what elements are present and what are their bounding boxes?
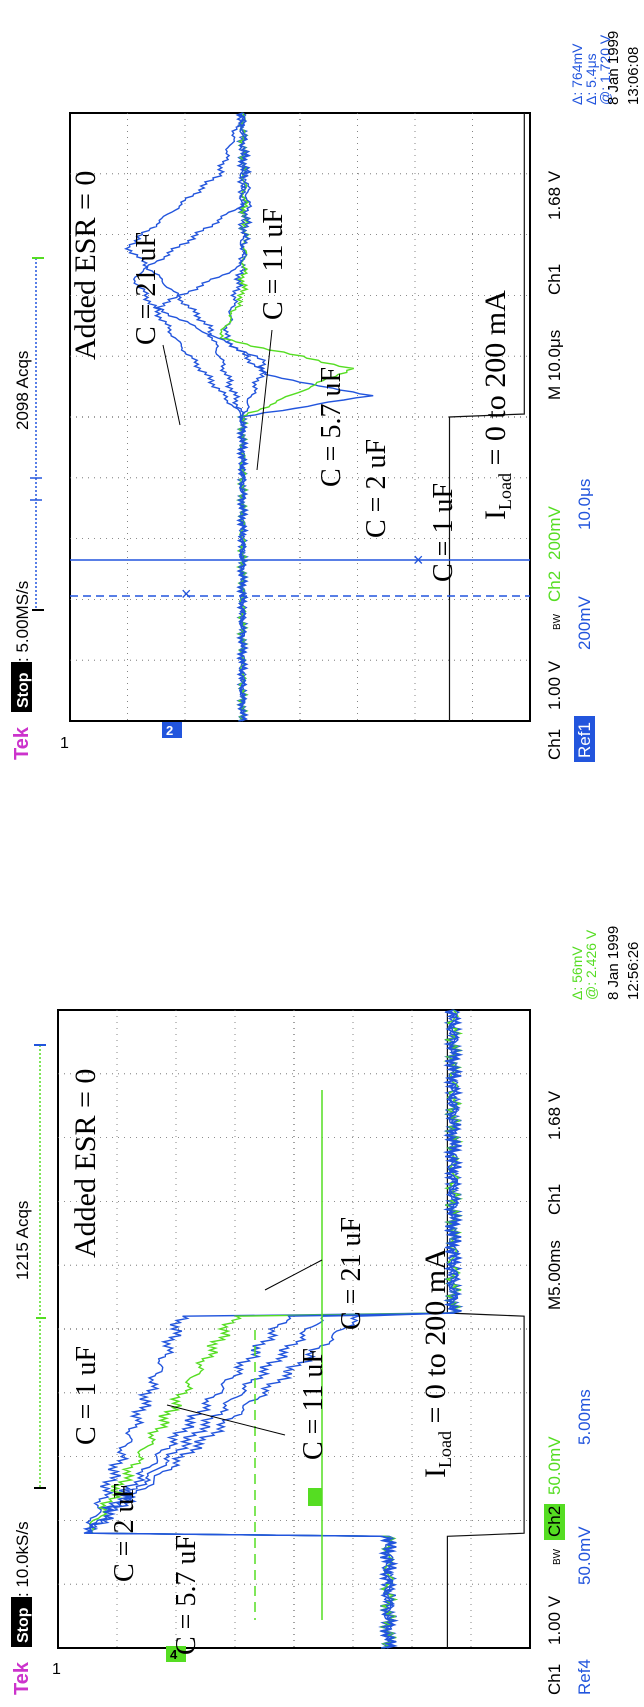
scope-top-date: 8 Jan 1999 xyxy=(605,31,622,105)
scope-bottom-ref-marker-label: 4 xyxy=(170,1647,178,1662)
scope-top-c57-label: C = 5.7 uF xyxy=(316,367,347,487)
trace-c-21-uf xyxy=(123,112,249,722)
scope-bottom-c11-label: C = 11 uF xyxy=(298,1348,329,1460)
scope-bottom-brand: Tek xyxy=(11,1661,33,1695)
scope-bottom-annotations: Added ESR = 0 C = 1 uF C = 2 uF C = 5.7 … xyxy=(69,1069,455,1655)
scope-top-esr-label: Added ESR = 0 xyxy=(69,171,102,360)
scope-top-c2-label: C = 2 uF xyxy=(361,439,392,538)
scope-top-ch2-scale: 200mV xyxy=(545,505,564,560)
scope-bottom-ch2-badge xyxy=(544,1504,565,1540)
trace-ch1 xyxy=(446,1010,525,1648)
scope-top-cursor-mark-1: × xyxy=(181,584,192,604)
scope-top-ground-marker: 1 xyxy=(60,735,69,752)
scope-bottom-ref-marker xyxy=(166,1646,186,1662)
scope-top-readout-2: Δ: 5.4μs xyxy=(583,53,599,105)
scope-bottom-cursor-readout: Δ: 56mV @: 2.426 V xyxy=(569,929,599,1000)
scope-top-state-badge xyxy=(11,662,32,712)
scope-bottom-timestamp: 8 Jan 1999 12:56:26 xyxy=(605,926,642,1000)
scope-bottom-grid xyxy=(58,1010,530,1648)
scope-bottom-ground-marker: 1 xyxy=(52,1661,61,1678)
scope-top-c1-label: C = 1 uF xyxy=(428,483,459,582)
scope-bottom-ch1-label: Ch1 xyxy=(545,1664,564,1695)
scope-bottom-ch2-ground xyxy=(308,1488,322,1506)
scope-top-cursor-mark-2: × xyxy=(413,550,424,570)
scope-top-ch2-label: Ch2 xyxy=(545,571,564,602)
scope-top-ref-scale: 200mV xyxy=(575,595,594,650)
scope-bottom-ref-row: Ref4 50.0mV 5.00ms xyxy=(575,1389,594,1695)
scope-top-c11-leader xyxy=(256,329,273,471)
scope-top-trigger-bracket xyxy=(30,257,44,611)
scope-top-ref-marker-label: 2 xyxy=(166,723,173,738)
scope-top: Tek Stop : 5.00MS/s 2098 Acqs × × 2 1 Ad… xyxy=(11,31,642,762)
scope-top-brand: Tek xyxy=(11,726,33,760)
scope-bottom-trigger-level: 1.68 V xyxy=(545,1090,564,1140)
scope-bottom-ref-scale: 50.0mV xyxy=(575,1526,594,1585)
scope-top-traces xyxy=(123,112,525,722)
scope-bottom-ref-time: 5.00ms xyxy=(575,1389,594,1445)
scope-bottom-c1-label: C = 1 uF xyxy=(71,1346,102,1445)
scope-bottom-timebase: M5.00ms xyxy=(545,1240,564,1310)
scope-bottom-c2-label: C = 2 uF xyxy=(109,1483,140,1582)
scope-bottom-c21-leader xyxy=(264,1259,323,1291)
scope-top-state: Stop xyxy=(15,672,32,708)
scope-top-load-label: ILoad = 0 to 200 mA xyxy=(479,290,515,520)
scope-bottom-trigger-src: Ch1 xyxy=(545,1184,564,1215)
scope-top-c21-leader xyxy=(162,344,181,426)
scope-bottom-readout-1: Δ: 56mV xyxy=(569,946,585,1000)
scope-top-trigger-src: Ch1 xyxy=(545,264,564,295)
scope-bottom-c57-label: C = 5.7 uF xyxy=(171,1535,202,1655)
scope-top-ref-row: Ref1 200mV 10.0μs xyxy=(574,479,595,762)
scope-bottom-rate: : 10.0kS/s xyxy=(13,1521,32,1597)
scope-bottom-c11-leader xyxy=(166,1404,286,1436)
scope-bottom-state-badge xyxy=(11,1597,32,1647)
scope-bottom-ch1-scale: 1.00 V xyxy=(545,1595,564,1645)
scope-bottom-load-label: ILoad = 0 to 200 mA xyxy=(419,1248,455,1478)
scope-top-bw: BW xyxy=(552,613,563,630)
scope-bottom-trigger-bracket xyxy=(34,1044,46,1489)
trace-c-5-7-uf xyxy=(88,1009,464,1649)
scope-bottom-footer: Ch1 1.00 V BW Ch2 50.0mV M5.00ms Ch1 1.6… xyxy=(544,1090,565,1695)
scope-bottom-esr-label: Added ESR = 0 xyxy=(69,1069,102,1258)
scope-bottom-date: 8 Jan 1999 xyxy=(605,926,622,1000)
scope-bottom: Tek Stop : 10.0kS/s 1215 Acqs 4 1 Added … xyxy=(11,926,642,1695)
scope-top-footer: Ch1 1.00 V BW Ch2 200mV M 10.0μs Ch1 1.6… xyxy=(545,170,564,760)
scope-top-readout-1: Δ: 764mV xyxy=(569,43,585,105)
scope-top-ref-time: 10.0μs xyxy=(575,479,594,530)
scope-bottom-state: Stop xyxy=(15,1607,32,1643)
scope-top-ch1-scale: 1.00 V xyxy=(545,660,564,710)
scope-bottom-header: Tek Stop : 10.0kS/s 1215 Acqs xyxy=(11,1201,33,1695)
scope-top-readout-3: @: 1.720 V xyxy=(597,34,613,105)
scope-top-ref-label: Ref1 xyxy=(575,722,594,758)
scope-bottom-ch2-scale: 50.0mV xyxy=(545,1436,564,1495)
scope-top-ch1-label: Ch1 xyxy=(545,729,564,760)
scope-top-annotations: Added ESR = 0 C = 21 uF C = 11 uF C = 5.… xyxy=(69,171,515,582)
scope-bottom-c21-label: C = 21 uF xyxy=(336,1217,367,1330)
trace-c-21-uf xyxy=(82,1009,464,1649)
scope-top-acqs: 2098 Acqs xyxy=(13,351,32,430)
scope-bottom-ch2-label: Ch2 xyxy=(545,1506,564,1537)
scope-bottom-time: 12:56:26 xyxy=(625,942,642,1000)
scope-top-ref-marker xyxy=(162,722,182,738)
trace-ch1 xyxy=(448,113,525,721)
scope-top-time: 13:06:08 xyxy=(625,47,642,105)
scope-bottom-ref-label: Ref4 xyxy=(575,1659,594,1695)
scope-top-c11-label: C = 11 uF xyxy=(258,208,289,320)
trace-c-2-uf xyxy=(89,1009,464,1649)
scope-top-ref-badge xyxy=(574,716,595,762)
scope-bottom-acqs: 1215 Acqs xyxy=(13,1201,32,1280)
scope-bottom-traces xyxy=(82,1009,525,1649)
scope-top-timestamp: 8 Jan 1999 13:06:08 xyxy=(605,31,642,105)
scope-top-rate: : 5.00MS/s xyxy=(13,581,32,662)
scope-bottom-readout-2: @: 2.426 V xyxy=(583,929,599,1000)
scope-top-trigger-level: 1.68 V xyxy=(545,170,564,220)
scope-top-header: Tek Stop : 5.00MS/s 2098 Acqs xyxy=(11,351,33,760)
scope-bottom-bw: BW xyxy=(552,1548,563,1565)
scope-top-timebase: M 10.0μs xyxy=(545,330,564,400)
scope-top-cursor-readout: Δ: 764mV Δ: 5.4μs @: 1.720 V xyxy=(569,34,613,105)
scope-top-c21-label: C = 21 uF xyxy=(131,232,162,345)
